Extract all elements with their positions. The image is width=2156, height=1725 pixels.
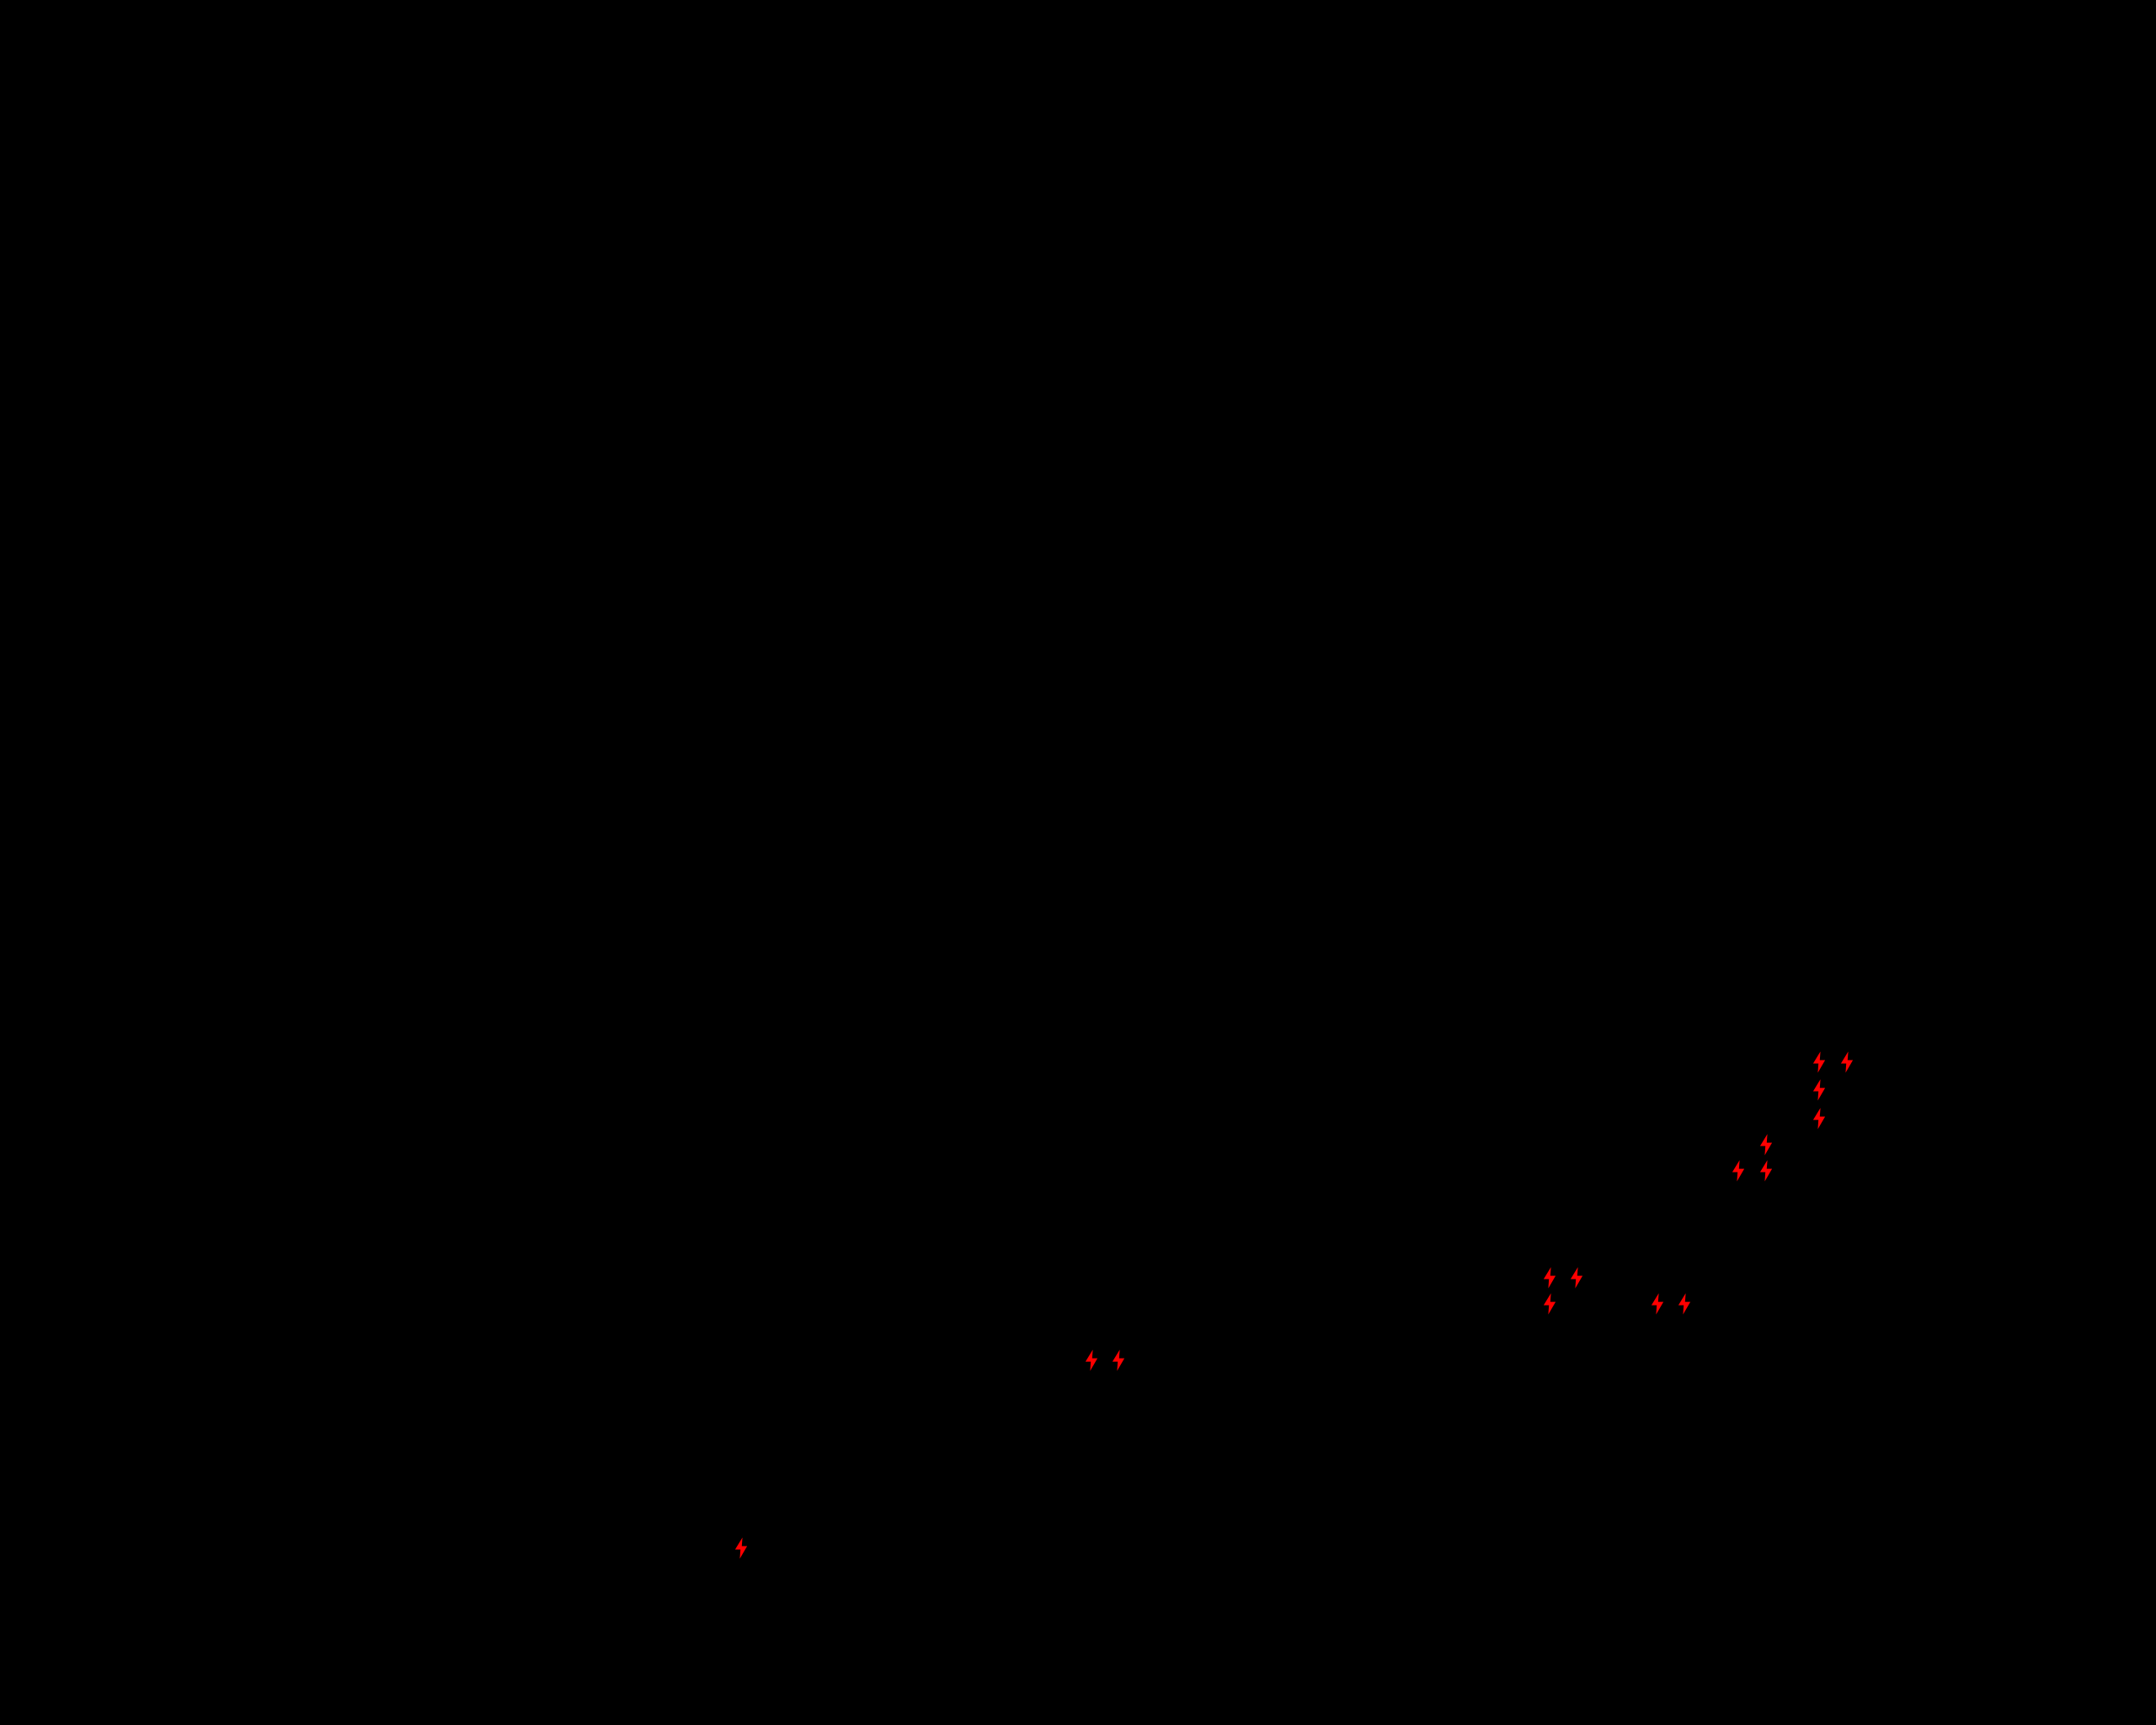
lightning-bolt-icon [1812, 1051, 1826, 1073]
lightning-bolt-icon [1570, 1267, 1583, 1289]
lightning-bolt-icon [1759, 1160, 1773, 1182]
lightning-bolt-icon [734, 1537, 748, 1559]
lightning-bolt-icon [1543, 1267, 1556, 1289]
lightning-bolt-icon [1112, 1349, 1125, 1371]
lightning-bolt-icon [1543, 1293, 1556, 1315]
lightning-bolt-icon [1732, 1160, 1745, 1182]
lightning-bolt-icon [1840, 1051, 1854, 1073]
lightning-bolt-icon [1812, 1108, 1826, 1130]
lightning-bolt-icon [1759, 1134, 1773, 1156]
lightning-bolt-icon [1812, 1079, 1826, 1101]
lightning-bolt-icon [1085, 1349, 1098, 1371]
lightning-bolt-icon [1678, 1293, 1691, 1315]
lightning-bolt-icon [1651, 1293, 1664, 1315]
